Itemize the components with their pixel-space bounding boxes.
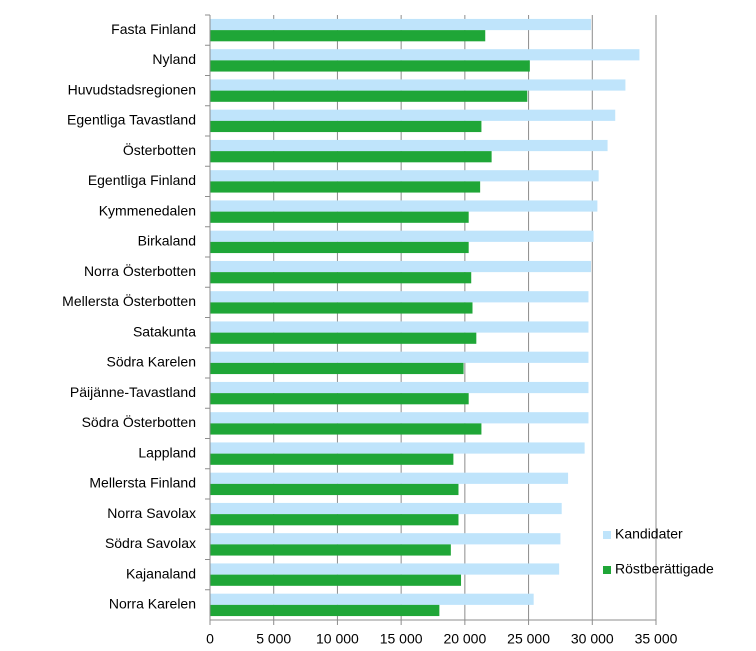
- bar: [210, 139, 608, 152]
- x-tick-label: 0: [206, 631, 214, 647]
- bar: [210, 170, 599, 182]
- bar: [210, 211, 469, 223]
- bar: [210, 574, 462, 586]
- y-tick-label: Kajanaland: [126, 565, 196, 581]
- bar: [210, 502, 562, 515]
- y-tick-label: Egentliga Tavastland: [67, 112, 196, 128]
- bar: [210, 423, 482, 435]
- y-tick-label: Södra Karelen: [106, 354, 196, 370]
- bar: [210, 472, 569, 484]
- bar: [210, 393, 469, 405]
- bar: [210, 362, 464, 375]
- bar: [210, 260, 592, 273]
- y-tick-label: Österbotten: [123, 141, 196, 158]
- bar: [210, 563, 560, 575]
- y-tick-label: Södra Österbotten: [82, 413, 196, 430]
- y-tick-label: Norra Österbotten: [84, 262, 196, 279]
- bar: [210, 109, 616, 121]
- x-tick-label: 25 000: [507, 631, 550, 647]
- bar: [210, 453, 454, 465]
- bar: [210, 200, 598, 212]
- legend-swatch: [603, 531, 611, 539]
- bar: [210, 412, 589, 424]
- y-tick-label: Mellersta Finland: [89, 475, 196, 491]
- y-tick-label: Päijänne-Tavastland: [70, 384, 196, 400]
- y-tick-label: Birkaland: [138, 233, 196, 249]
- x-tick-label: 15 000: [380, 631, 423, 647]
- bar: [210, 302, 473, 314]
- y-tick-label: Satakunta: [133, 323, 196, 339]
- y-tick-label: Kymmenedalen: [99, 202, 196, 218]
- bar: [210, 332, 477, 344]
- legend-label: Kandidater: [615, 526, 683, 542]
- x-tick-label: 5 000: [256, 631, 291, 647]
- bar: [210, 241, 469, 254]
- bar: [210, 30, 486, 42]
- y-tick-label: Nyland: [152, 51, 196, 67]
- x-tick-label: 10 000: [316, 631, 359, 647]
- bar: [210, 351, 589, 363]
- bar: [210, 60, 530, 72]
- y-tick-label: Fasta Finland: [111, 21, 196, 37]
- bar: [210, 120, 482, 133]
- bar: [210, 90, 528, 102]
- bar: [210, 533, 561, 545]
- y-tick-label: Norra Karelen: [109, 596, 196, 612]
- bar: [210, 381, 589, 394]
- bar: [210, 604, 440, 617]
- bar: [210, 181, 481, 193]
- bar: [210, 442, 585, 454]
- x-tick-label: 30 000: [571, 631, 614, 647]
- bar: [210, 321, 589, 333]
- y-tick-label: Södra Savolax: [105, 535, 196, 551]
- bar: [210, 593, 534, 605]
- bar: [210, 483, 459, 496]
- y-tick-label: Lappland: [138, 444, 196, 460]
- legend-label: Röstberättigade: [615, 561, 714, 577]
- legend-swatch: [603, 566, 611, 574]
- bar: [210, 79, 626, 91]
- bar: [210, 272, 472, 284]
- y-tick-label: Huvudstadsregionen: [68, 81, 196, 97]
- bar: [210, 230, 594, 242]
- bar: [210, 291, 589, 303]
- x-tick-label: 20 000: [443, 631, 486, 647]
- y-tick-label: Mellersta Österbotten: [62, 292, 196, 309]
- y-tick-label: Egentliga Finland: [88, 172, 196, 188]
- bar: [210, 151, 492, 163]
- y-tick-label: Norra Savolax: [107, 505, 196, 521]
- x-tick-label: 35 000: [635, 631, 678, 647]
- bar: [210, 49, 640, 61]
- bar: [210, 544, 451, 556]
- bar: [210, 514, 459, 526]
- bar: [210, 18, 592, 31]
